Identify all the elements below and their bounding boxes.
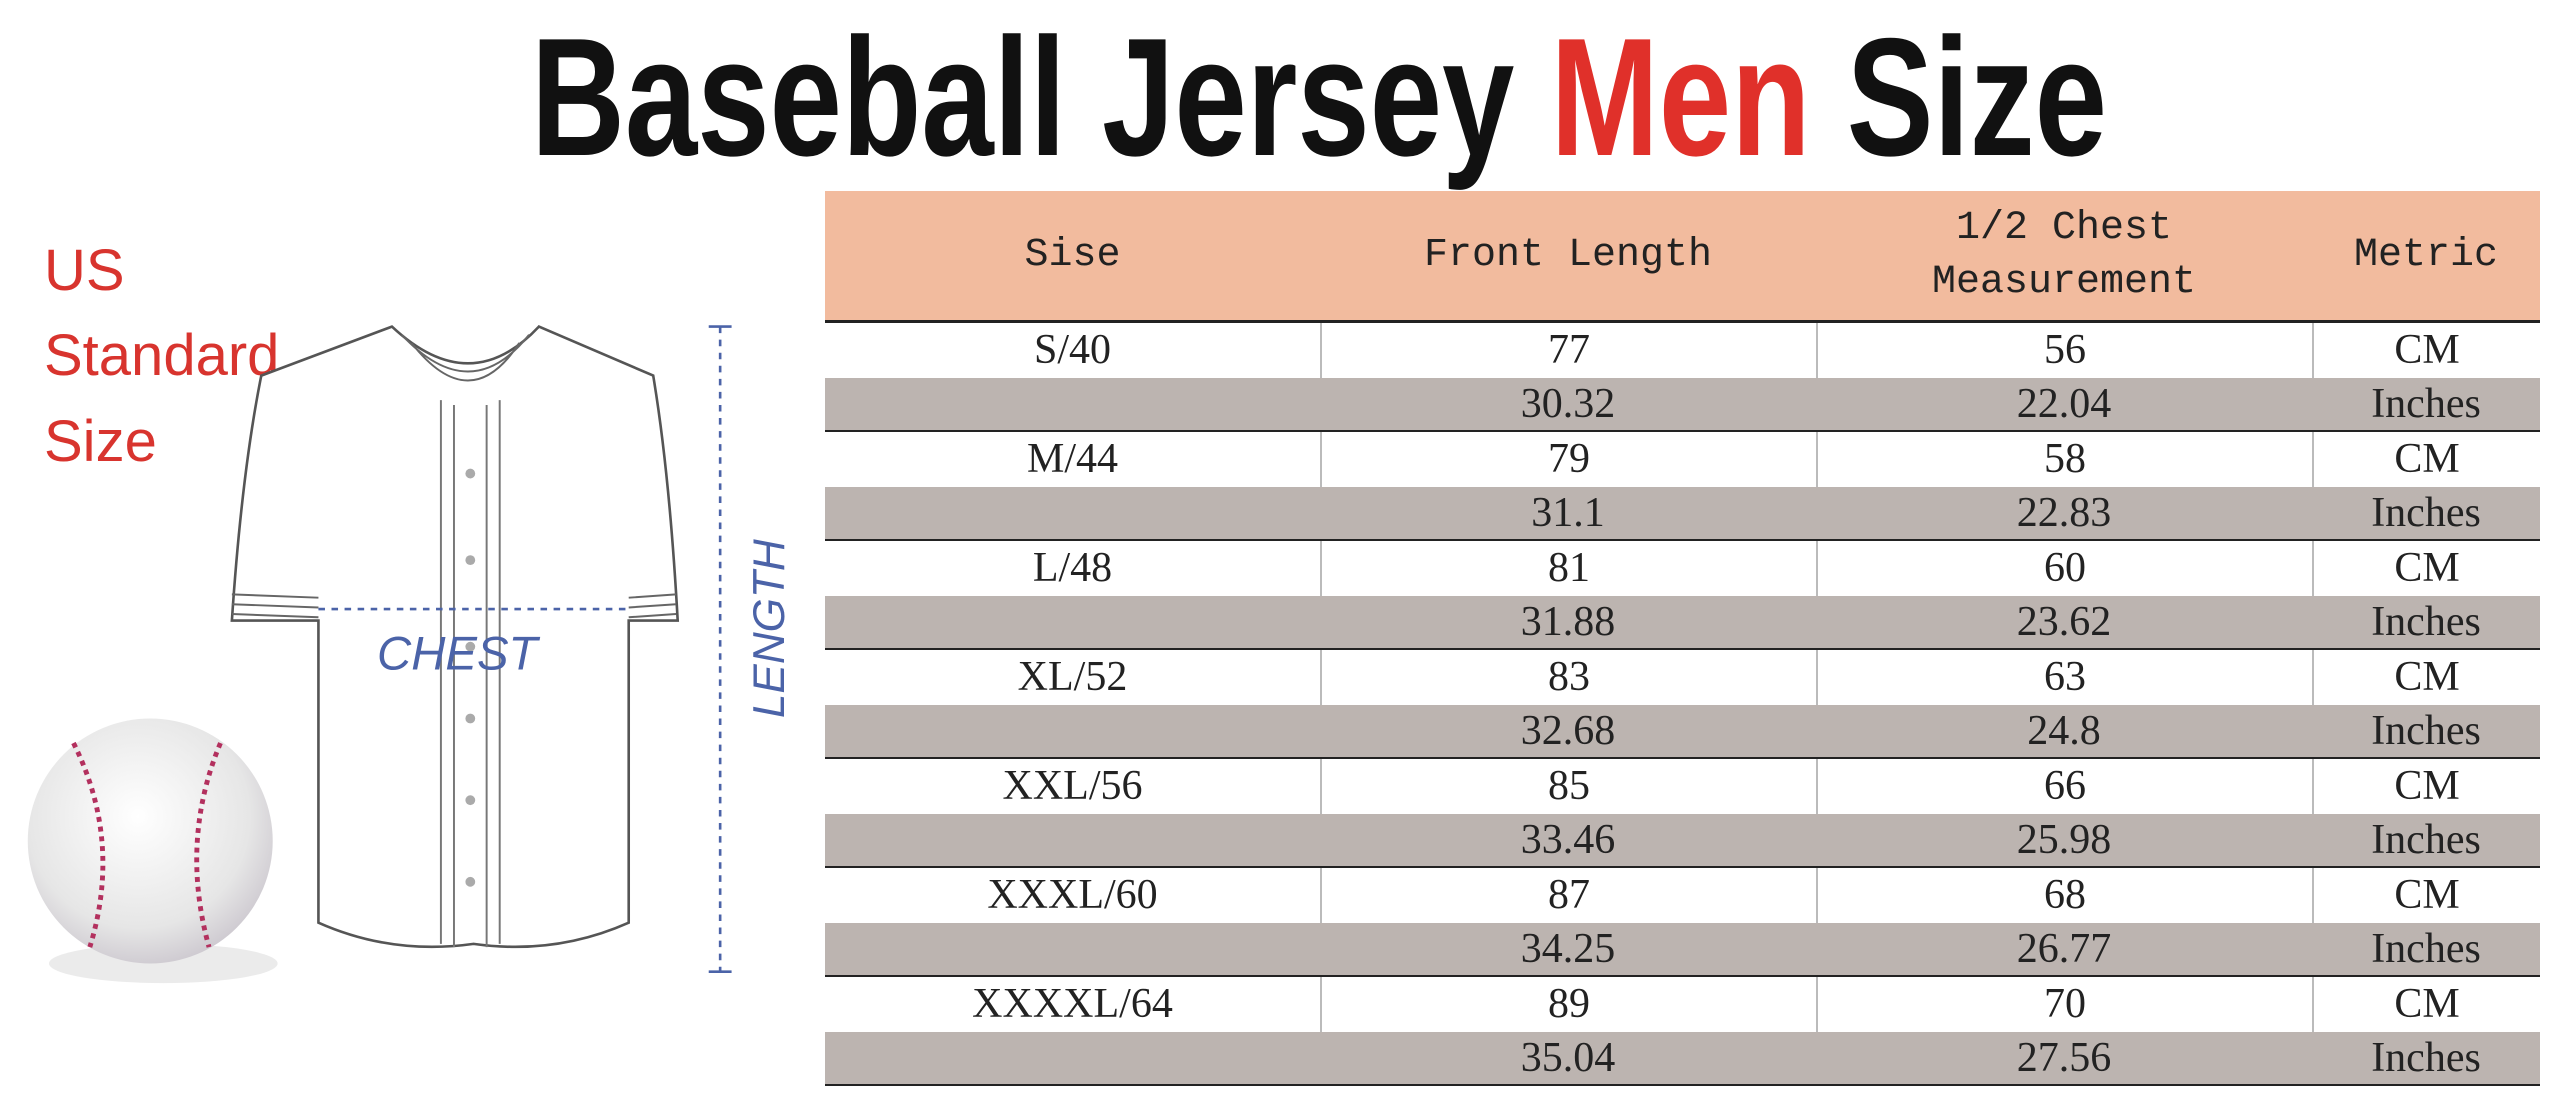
value-cell: Inches (2371, 598, 2481, 645)
table-body: S/40 77 56 CM 30.32 22.04 Inches M/44 79 58 CM 31.1… (825, 323, 2540, 1086)
blank-cell (825, 1032, 1320, 1085)
value-cell: 22.04 (2016, 380, 2112, 427)
value-cell: Inches (2371, 925, 2481, 972)
chest-label: CHEST (377, 628, 541, 681)
value-cell: 32.68 (1520, 707, 1616, 754)
inch-row: 31.88 23.62 Inches (825, 595, 2540, 650)
value-cell: 33.46 (1520, 816, 1616, 863)
side-label: US Standard Size (44, 238, 279, 474)
blank-cell (825, 378, 1320, 431)
size-cell: XXXL/60 (987, 872, 1158, 919)
value-cell: 77 (1320, 323, 1816, 378)
size-cell: XXXXL/64 (972, 981, 1173, 1028)
value-cell: Inches (2371, 489, 2481, 536)
inch-row: 35.04 27.56 Inches (825, 1031, 2540, 1086)
value-cell: Inches (2371, 707, 2481, 754)
value-cell: 30.32 (1520, 380, 1616, 427)
title: Baseball Jersey Men Size (531, 3, 2107, 191)
value-cell: 24.8 (2027, 707, 2101, 754)
size-cell: XXL/56 (1002, 763, 1143, 810)
cm-row: XXXXL/64 89 70 CM (825, 977, 2540, 1032)
header-cell: Front Length (1423, 232, 1713, 278)
value-cell: 79 (1320, 432, 1816, 487)
value-cell: 31.1 (1531, 489, 1605, 536)
value-cell: 68 (1816, 868, 2312, 923)
header-cell: 1/2 Chest Measurement (1931, 205, 2197, 305)
value-cell: CM (2312, 759, 2540, 814)
value-cell: 27.56 (2016, 1034, 2112, 1081)
cm-row: S/40 77 56 CM (825, 323, 2540, 378)
value-cell: 31.88 (1520, 598, 1616, 645)
value-cell: 63 (1816, 650, 2312, 705)
blank-cell (825, 923, 1320, 976)
title-text: Baseball Jersey (531, 3, 1551, 191)
value-cell: 89 (1320, 977, 1816, 1032)
title-highlight: Men (1551, 3, 1811, 191)
value-cell: 22.83 (2016, 489, 2112, 536)
value-cell: 34.25 (1520, 925, 1616, 972)
blank-cell (825, 705, 1320, 758)
inch-row: 33.46 25.98 Inches (825, 813, 2540, 868)
value-cell: 70 (1816, 977, 2312, 1032)
title-end: Size (1811, 3, 2107, 191)
header-cell: Metric (2353, 232, 2499, 278)
jersey-diagram: CHEST LENGTH (27, 325, 794, 984)
value-cell: 81 (1320, 541, 1816, 596)
inch-row: 32.68 24.8 Inches (825, 704, 2540, 759)
blank-cell (825, 596, 1320, 649)
value-cell: CM (2312, 650, 2540, 705)
value-cell: 83 (1320, 650, 1816, 705)
blank-cell (825, 487, 1320, 540)
value-cell: CM (2312, 541, 2540, 596)
value-cell: Inches (2371, 1034, 2481, 1081)
value-cell: 56 (1816, 323, 2312, 378)
side-label-line: Size (44, 409, 157, 474)
header-cell: Sise (1024, 232, 1121, 278)
cm-row: XXL/56 85 66 CM (825, 759, 2540, 814)
cm-row: XXXL/60 87 68 CM (825, 868, 2540, 923)
value-cell: CM (2312, 868, 2540, 923)
value-cell: Inches (2371, 380, 2481, 427)
value-cell: CM (2312, 977, 2540, 1032)
inch-row: 31.1 22.83 Inches (825, 486, 2540, 541)
value-cell: 23.62 (2016, 598, 2112, 645)
value-cell: 66 (1816, 759, 2312, 814)
baseball (27, 718, 273, 964)
value-cell: CM (2312, 323, 2540, 378)
blank-cell (825, 814, 1320, 867)
value-cell: Inches (2371, 816, 2481, 863)
value-cell: 85 (1320, 759, 1816, 814)
inch-row: 34.25 26.77 Inches (825, 922, 2540, 977)
cm-row: M/44 79 58 CM (825, 432, 2540, 487)
size-cell: S/40 (1033, 327, 1112, 374)
size-cell: XL/52 (1017, 654, 1128, 701)
value-cell: 25.98 (2016, 816, 2112, 863)
inch-row: 30.32 22.04 Inches (825, 377, 2540, 432)
side-label-line: US (44, 238, 125, 303)
header-row: Sise Front Length 1/2 Chest Measurement Met… (825, 191, 2540, 323)
value-cell: 58 (1816, 432, 2312, 487)
value-cell: CM (2312, 432, 2540, 487)
cm-row: L/48 81 60 CM (825, 541, 2540, 596)
cm-row: XL/52 83 63 CM (825, 650, 2540, 705)
value-cell: 60 (1816, 541, 2312, 596)
side-label-line: Standard (44, 323, 279, 388)
length-label: LENGTH (745, 539, 794, 718)
size-table: Sise Front Length 1/2 Chest Measurement Met… (825, 191, 2540, 1086)
size-cell: L/48 (1032, 545, 1113, 592)
value-cell: 26.77 (2016, 925, 2112, 972)
size-cell: M/44 (1026, 436, 1118, 483)
value-cell: 87 (1320, 868, 1816, 923)
value-cell: 35.04 (1520, 1034, 1616, 1081)
